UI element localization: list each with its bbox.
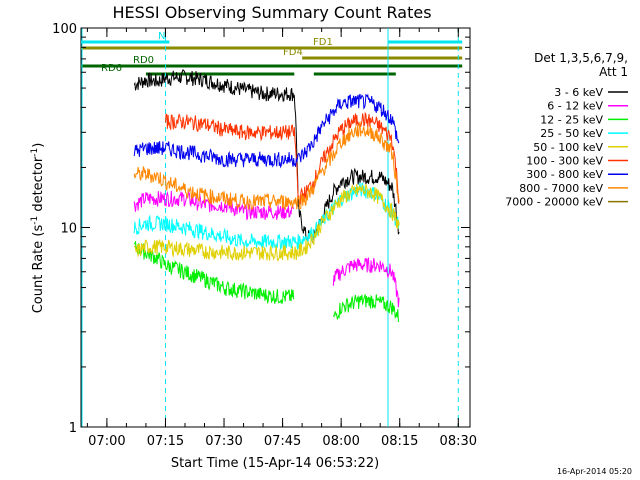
series-line: [133, 93, 400, 169]
x-tick-label: 07:15: [147, 434, 184, 449]
chart-title: HESSI Observing Summary Count Rates: [112, 3, 431, 22]
x-tick-label: 07:30: [205, 434, 242, 449]
legend-title-line1: Det 1,3,5,6,7,9,: [534, 51, 628, 65]
flag-label-rd0: RD0: [133, 55, 154, 66]
y-axis-title-sup2: -1: [30, 148, 40, 157]
y-axis-title: Count Rate (s-1 detector-1): [30, 143, 46, 314]
series-layer: [133, 68, 400, 323]
legend-label: 7000 - 20000 keV: [505, 196, 603, 209]
series-line: [133, 183, 400, 262]
legend-label: 12 - 25 keV: [540, 113, 603, 126]
series-line: [133, 120, 400, 211]
legend-label: 800 - 7000 keV: [519, 182, 603, 195]
legend-label: 50 - 100 keV: [533, 141, 603, 154]
y-axis-title-part1: Count Rate (s: [31, 225, 46, 314]
y-tick-label: 1: [69, 421, 77, 436]
x-tick-label: 07:45: [264, 434, 301, 449]
flag-label-rd6: RD6: [101, 63, 122, 74]
legend-label: 100 - 300 keV: [526, 155, 603, 168]
y-tick-label: 10: [60, 222, 77, 237]
y-axis: 1 10 100: [52, 22, 470, 436]
flag-label-fd4: FD4: [283, 47, 303, 58]
y-axis-title-part3: ): [31, 143, 46, 148]
y-tick-label: 100: [52, 22, 77, 37]
x-tick-label: 07:00: [88, 434, 125, 449]
legend-label: 6 - 12 keV: [547, 100, 603, 113]
flag-label-fd1: FD1: [313, 37, 333, 48]
y-axis-title-part2: detector: [31, 156, 46, 216]
flag-label-n: N: [158, 31, 165, 42]
x-axis: 07:00 07:15 07:30 07:45 08:00 08:15 08:30: [86, 28, 477, 449]
legend-title-line2: Att 1: [599, 65, 628, 79]
legend-label: 3 - 6 keV: [554, 86, 603, 99]
series-line: [133, 190, 400, 308]
y-axis-title-sup1: -1: [30, 216, 40, 225]
legend-label: 25 - 50 keV: [540, 127, 603, 140]
series-line: [133, 241, 400, 323]
x-tick-label: 08:30: [440, 434, 477, 449]
x-axis-title: Start Time (15-Apr-14 06:53:22): [171, 456, 379, 471]
x-tick-label: 08:00: [322, 434, 359, 449]
series-line: [133, 68, 400, 243]
legend-label: 300 - 800 keV: [526, 168, 603, 181]
x-tick-label: 08:15: [381, 434, 418, 449]
generation-timestamp: 16-Apr-2014 05:20: [557, 467, 632, 476]
